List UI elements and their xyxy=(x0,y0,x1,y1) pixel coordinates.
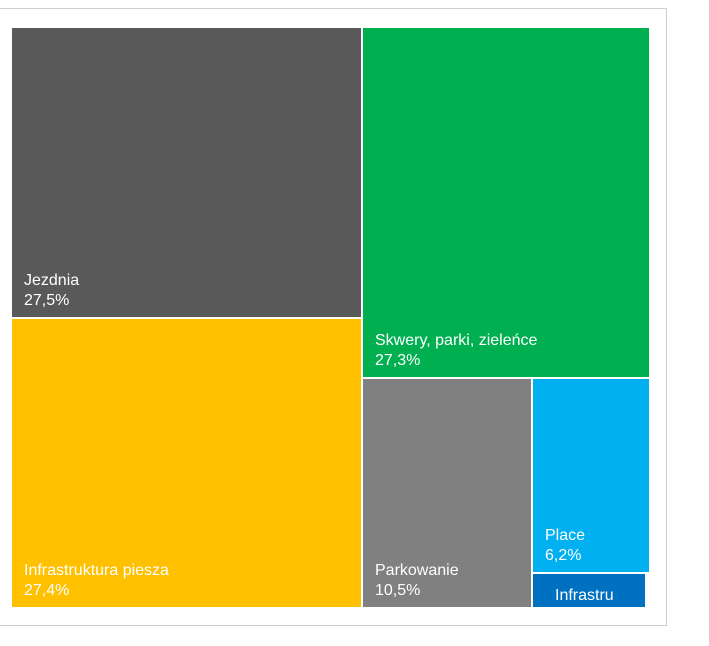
tile-infrastru xyxy=(533,574,645,607)
tile-jezdnia xyxy=(12,28,361,317)
tile-label-jezdnia: Jezdnia xyxy=(24,272,79,289)
tile-label-skwery-parki-zielence: Skwery, parki, zieleńce xyxy=(375,332,538,349)
tile-value-place: 6,2% xyxy=(545,547,581,564)
tile-place xyxy=(533,379,649,572)
tile-infrastruktura-piesza xyxy=(12,319,361,607)
tile-label-parkowanie: Parkowanie xyxy=(375,562,459,579)
tile-label-infrastruktura-piesza: Infrastruktura piesza xyxy=(24,562,169,579)
tile-value-parkowanie: 10,5% xyxy=(375,582,420,599)
tile-parkowanie xyxy=(363,379,531,607)
tile-label-infrastru: Infrastru xyxy=(555,587,614,604)
tile-value-infrastruktura-piesza: 27,4% xyxy=(24,582,69,599)
tile-label-place: Place xyxy=(545,527,585,544)
tile-value-skwery-parki-zielence: 27,3% xyxy=(375,352,420,369)
tile-value-jezdnia: 27,5% xyxy=(24,292,69,309)
tile-skwery-parki-zielence xyxy=(363,28,649,377)
